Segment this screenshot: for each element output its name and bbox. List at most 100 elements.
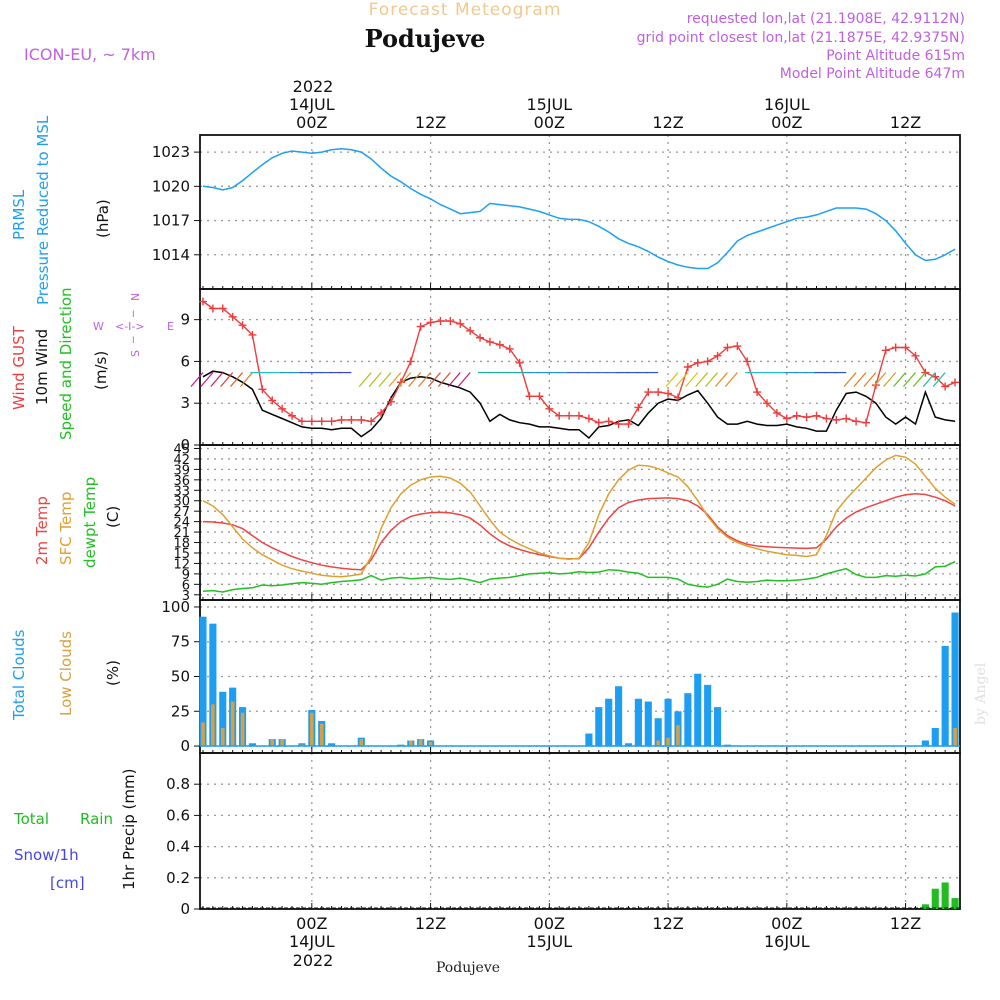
top-date-label-4: 16JUL [764, 95, 810, 114]
clouds-unit-label: (%) [104, 660, 122, 686]
top-hour-label-1: 12Z [415, 113, 446, 132]
gust-marker-71 [901, 343, 910, 352]
total-cloud-bar-42 [615, 686, 623, 747]
bottom-date-label-2: 15JUL [526, 932, 572, 951]
gust-marker-36 [555, 411, 564, 420]
gust-marker-39 [584, 414, 593, 423]
gust-marker-48 [673, 393, 682, 402]
gust-marker-53 [723, 343, 732, 352]
model-altitude: Model Point Altitude 647m [780, 66, 965, 82]
gust-marker-47 [664, 389, 673, 398]
total-cloud-bar-74 [931, 727, 939, 747]
gust-marker-69 [881, 346, 890, 355]
total-cloud-bar-47 [664, 698, 672, 747]
wind-arrow-0 [239, 372, 253, 387]
gust-marker-17 [367, 417, 376, 426]
total-cloud-bar-1 [209, 623, 217, 747]
gust-marker-34 [535, 392, 544, 401]
gust-marker-15 [347, 415, 356, 424]
ytick-label-temperature-1: 6 [182, 578, 190, 593]
gust-marker-65 [842, 414, 851, 423]
ytick-label-clouds-1: 25 [171, 702, 190, 720]
top-hour-label-2: 00Z [534, 113, 565, 132]
total-cloud-bar-49 [684, 693, 692, 747]
ytick-label-temperature-10: 33 [173, 484, 190, 499]
gust-marker-76 [951, 378, 960, 387]
ytick-label-wind-1: 3 [180, 394, 190, 412]
ytick-label-pressure-2: 1020 [152, 177, 190, 195]
frame-pressure [199, 134, 961, 290]
pressure-line [202, 147, 956, 270]
gust-marker-1 [208, 304, 217, 313]
ytick-label-precip-3: 0.6 [166, 806, 190, 824]
ytick-label-temperature-6: 21 [173, 526, 190, 541]
gust-marker-30 [495, 340, 504, 349]
low-cloud-bar-23 [428, 741, 433, 747]
total-cloud-bar-73 [921, 740, 929, 747]
wind-arrow-6 [853, 372, 867, 387]
gust-marker-20 [396, 378, 405, 387]
gust-marker-52 [713, 351, 722, 360]
wind-arrow-6 [903, 372, 916, 387]
low-cloud-bar-21 [409, 740, 413, 747]
bottom-hour-label-5: 12Z [890, 914, 921, 933]
low-cloud-bar-4 [240, 712, 245, 747]
gust-marker-67 [861, 418, 870, 427]
gust-marker-19 [386, 397, 395, 406]
wind-10m-line [202, 370, 956, 440]
compass-w: W [93, 320, 104, 333]
frame-precip [199, 752, 961, 910]
ytick-label-temperature-14: 45 [173, 442, 190, 457]
low-cloud-bar-8 [280, 739, 284, 747]
compass-n: N [129, 293, 142, 301]
gust-marker-7 [268, 396, 277, 405]
wind-arrow-4 [685, 372, 699, 387]
gust-marker-49 [683, 363, 692, 371]
gust-marker-70 [891, 343, 900, 352]
gust-marker-24 [436, 317, 445, 326]
total-cloud-bar-41 [605, 698, 613, 747]
gust-marker-75 [941, 382, 950, 391]
requested-coords: requested lon,lat (21.1908E, 42.9112N) [687, 11, 965, 27]
gust-marker-68 [871, 381, 880, 390]
top-date-label-2: 15JUL [526, 95, 572, 114]
bottom-hour-label-1: 12Z [415, 914, 446, 933]
ytick-label-temperature-2: 9 [182, 568, 190, 583]
wind-arrow-6 [883, 372, 897, 387]
total-cloud-bar-13 [328, 743, 336, 747]
bottom-hour-label-2: 00Z [534, 914, 565, 933]
top-hour-label-5: 12Z [890, 113, 921, 132]
wind-direction-label: Speed and Direction [57, 287, 75, 440]
gust-marker-12 [317, 417, 326, 426]
gust-marker-43 [624, 420, 633, 429]
low-cloud-bar-3 [230, 701, 235, 747]
rain-bar-73 [921, 904, 929, 909]
precip-total-label: Total [13, 810, 49, 828]
gust-marker-42 [614, 420, 623, 429]
wind-arrow-4 [695, 372, 709, 387]
ytick-label-precip-2: 0.4 [166, 838, 190, 856]
rain-bar-74 [931, 888, 939, 909]
ytick-label-wind-2: 6 [180, 352, 190, 370]
gust-marker-5 [248, 330, 257, 339]
gust-marker-61 [802, 413, 811, 422]
gust-marker-40 [594, 418, 603, 427]
gust-marker-66 [852, 417, 861, 426]
ytick-label-temperature-3: 12 [173, 557, 190, 572]
total-cloud-bar-46 [654, 718, 662, 747]
gust-marker-2 [218, 304, 227, 313]
panel-clouds: 0 25 50 75 100 [161, 598, 961, 755]
gust-marker-31 [505, 344, 514, 353]
ytick-label-clouds-2: 50 [171, 668, 190, 686]
gust-marker-62 [812, 411, 821, 420]
gust-marker-21 [406, 357, 415, 366]
precip-unit-label: 1hr Precip (mm) [120, 769, 138, 890]
total-cloud-bar-0 [199, 616, 207, 747]
gust-marker-10 [297, 417, 306, 426]
wind-arrow-6 [873, 372, 887, 387]
gust-marker-9 [288, 411, 297, 420]
total-cloud-bar-44 [634, 698, 642, 747]
low-cloud-bar-2 [220, 727, 225, 747]
gust-marker-60 [792, 411, 801, 420]
